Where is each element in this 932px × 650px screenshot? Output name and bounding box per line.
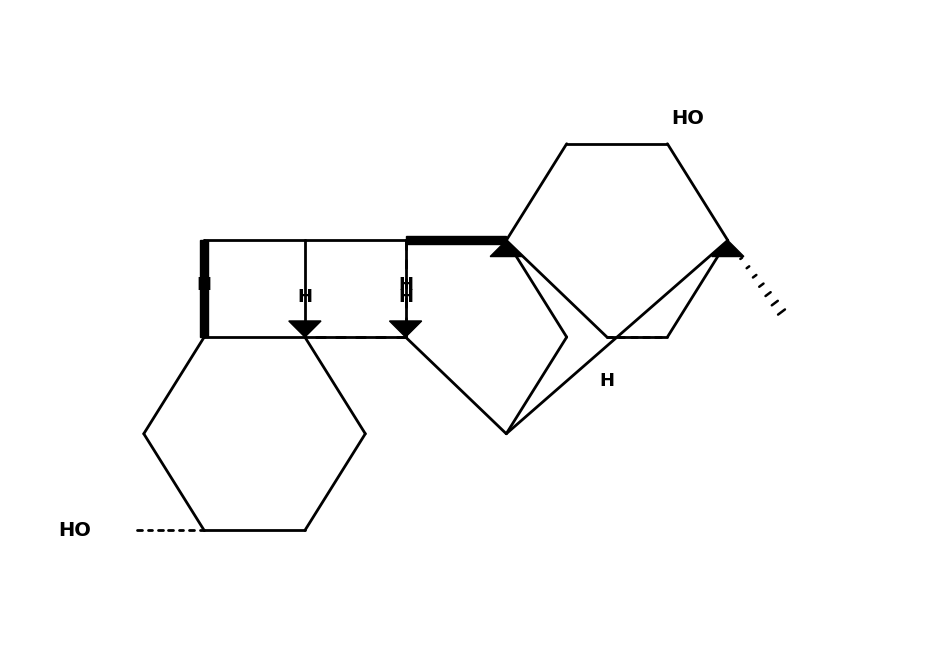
Text: H: H (297, 288, 312, 305)
Polygon shape (405, 237, 506, 244)
Text: HO: HO (59, 521, 91, 540)
Text: H: H (599, 372, 614, 391)
Polygon shape (490, 240, 523, 257)
Polygon shape (289, 321, 321, 337)
Text: H: H (398, 276, 413, 294)
Polygon shape (200, 240, 208, 337)
Text: H: H (197, 276, 212, 294)
Polygon shape (390, 321, 421, 337)
Text: HO: HO (671, 109, 704, 127)
Text: H: H (398, 288, 413, 305)
Polygon shape (712, 240, 744, 257)
